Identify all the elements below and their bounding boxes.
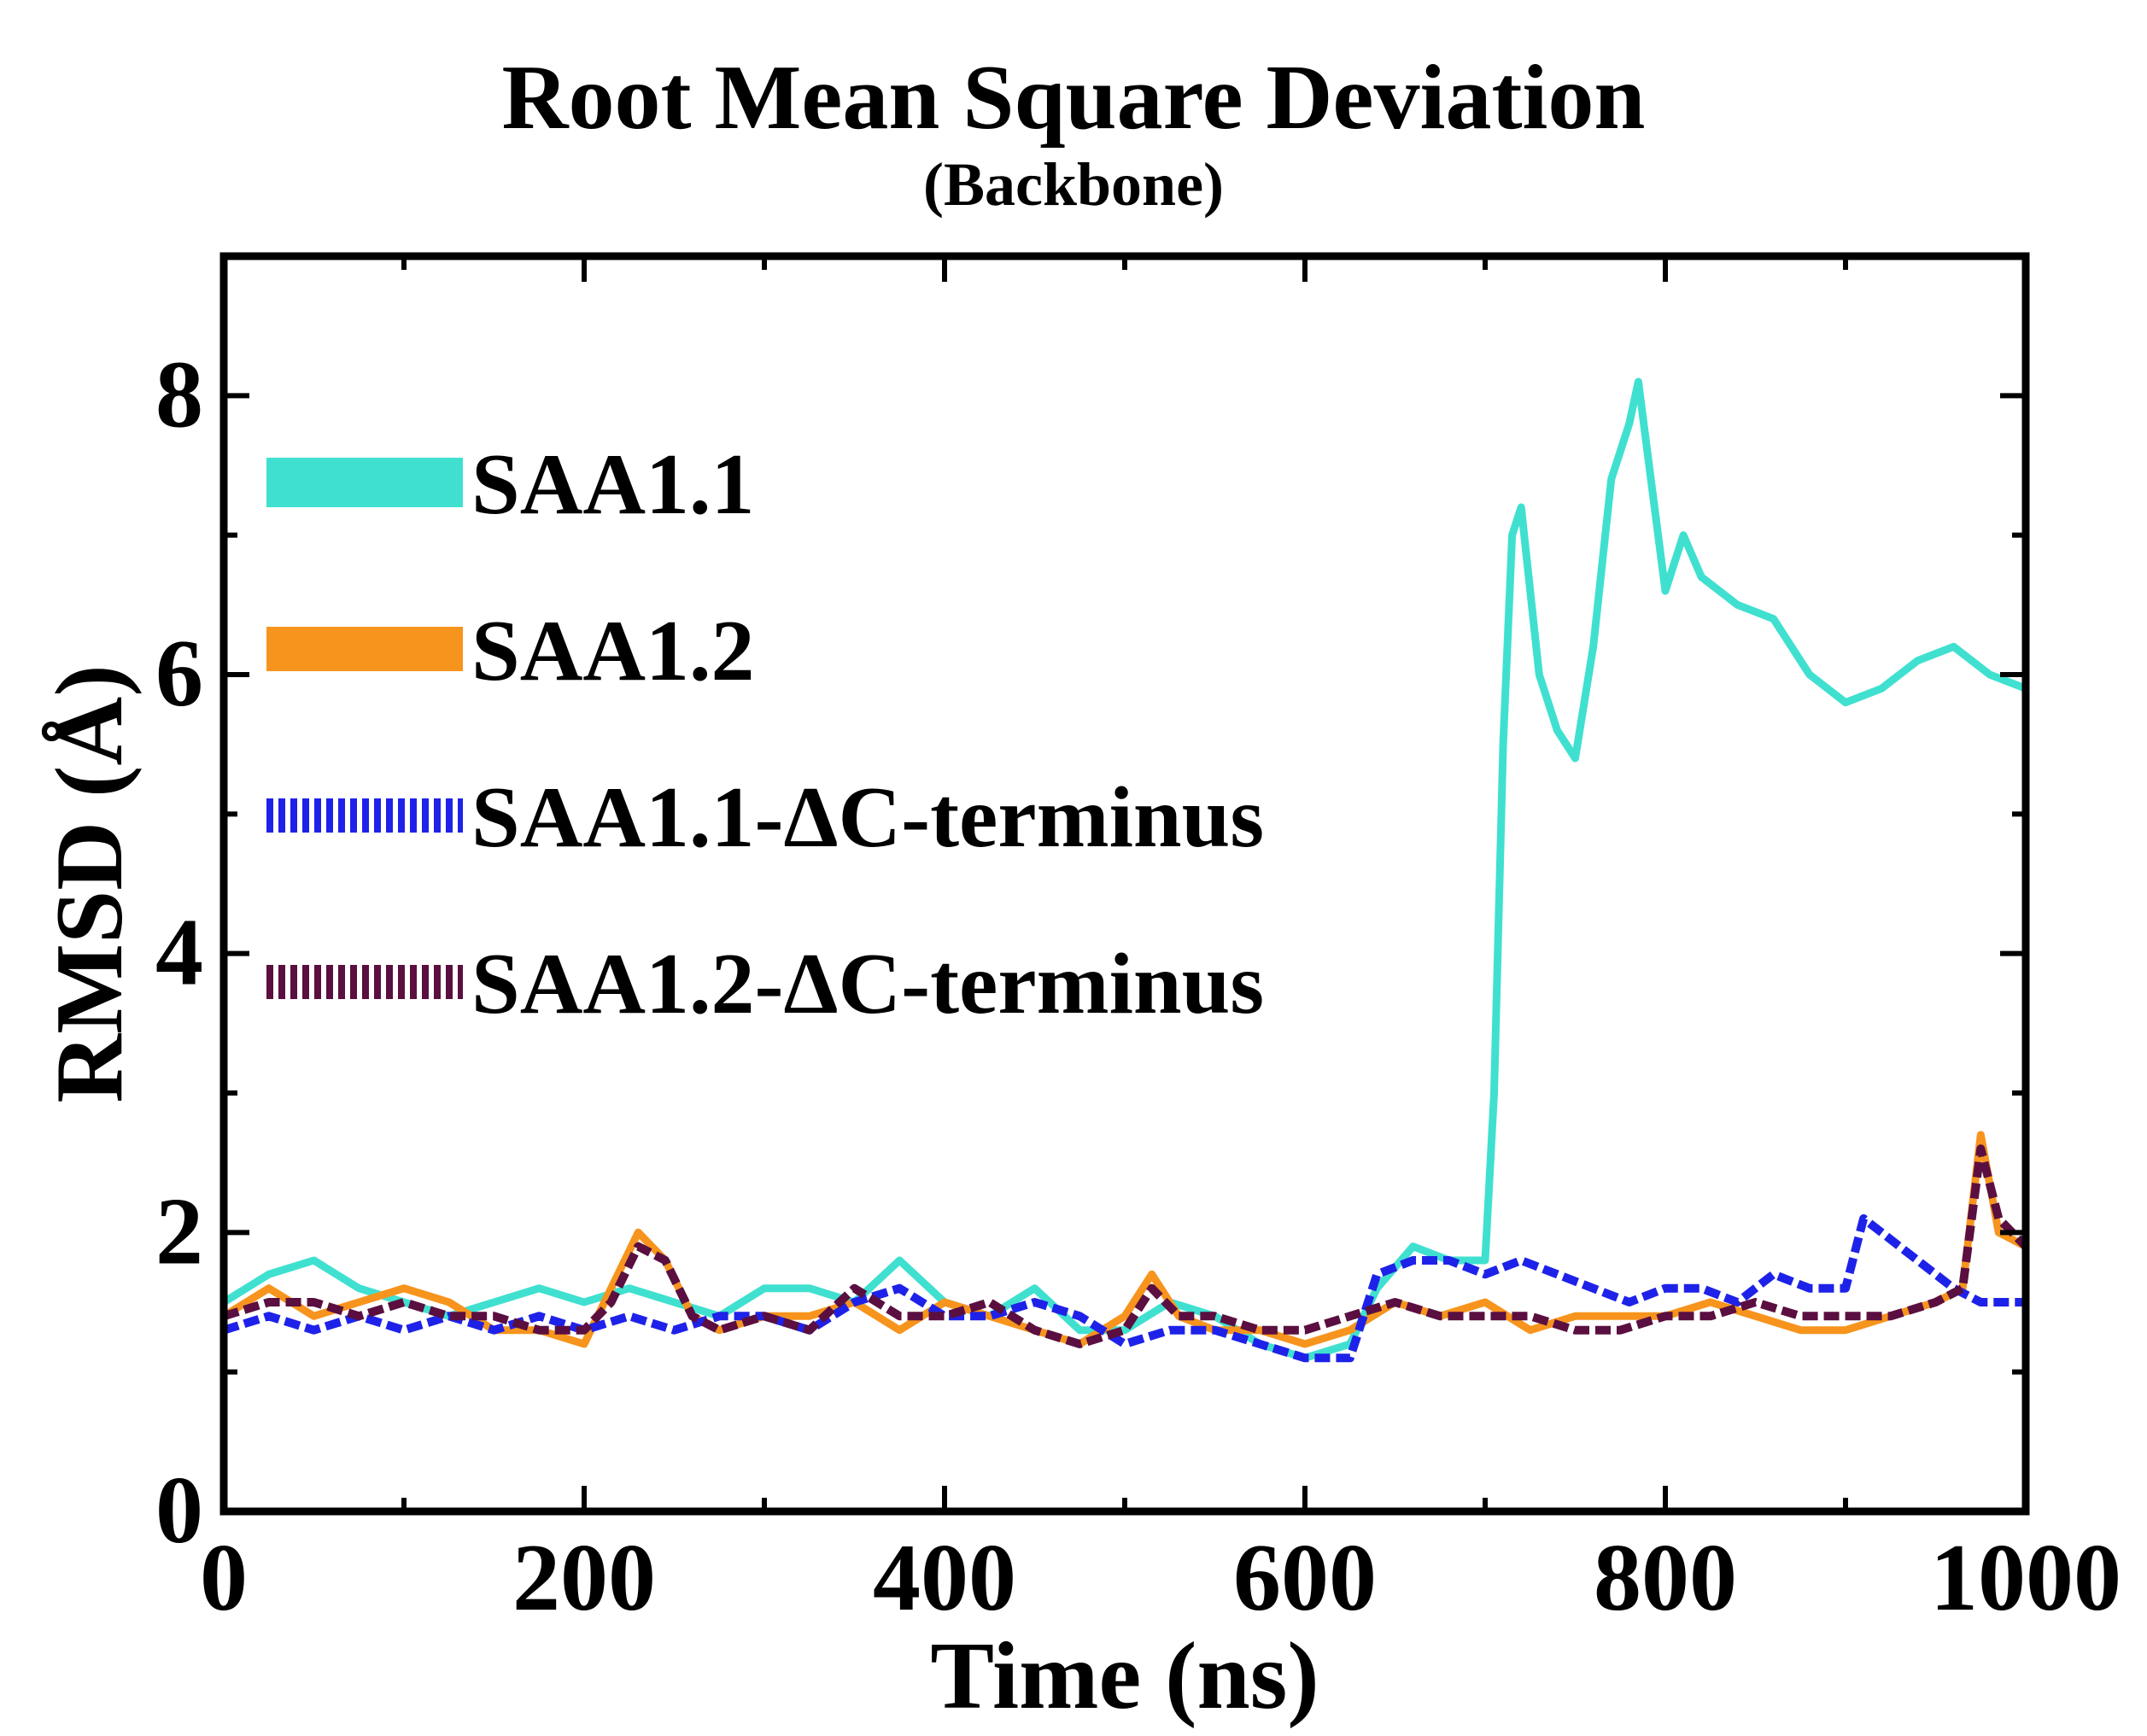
chart-subtitle: (Backbone) [923, 150, 1224, 219]
x-tick-label: 0 [200, 1525, 248, 1631]
legend-label-4: SAA1.2-ΔC-terminus [471, 936, 1264, 1032]
legend: SAA1.1 SAA1.2 SAA1.1-ΔC-terminus SAA1.2-ΔC-… [266, 436, 1264, 1032]
chart-title: Root Mean Square Deviation [502, 47, 1646, 149]
axis-ticks: 0 200 400 600 800 1000 0 2 4 6 8 [155, 254, 2121, 1631]
y-tick-label: 6 [155, 621, 203, 727]
y-tick-label: 2 [155, 1178, 203, 1284]
y-axis-label: RMSD (Å) [37, 664, 143, 1102]
x-tick-label: 1000 [1930, 1525, 2121, 1631]
y-tick-label: 8 [155, 342, 203, 447]
series-line-3 [222, 1214, 2026, 1363]
x-axis-label: Time (ns) [930, 1623, 1319, 1729]
legend-label-1: SAA1.1 [471, 436, 755, 533]
y-tick-label: 4 [155, 900, 203, 1006]
series-layer [221, 377, 2029, 1363]
x-tick-label: 200 [512, 1525, 656, 1631]
x-tick-label: 600 [1233, 1525, 1377, 1631]
legend-label-3: SAA1.1-ΔC-terminus [471, 769, 1264, 866]
series-line-4 [222, 1144, 2029, 1348]
y-tick-label: 0 [155, 1458, 203, 1564]
series-line-2 [221, 1131, 2028, 1348]
x-tick-label: 800 [1594, 1525, 1737, 1631]
legend-label-2: SAA1.2 [471, 603, 755, 699]
x-tick-label: 400 [873, 1525, 1016, 1631]
